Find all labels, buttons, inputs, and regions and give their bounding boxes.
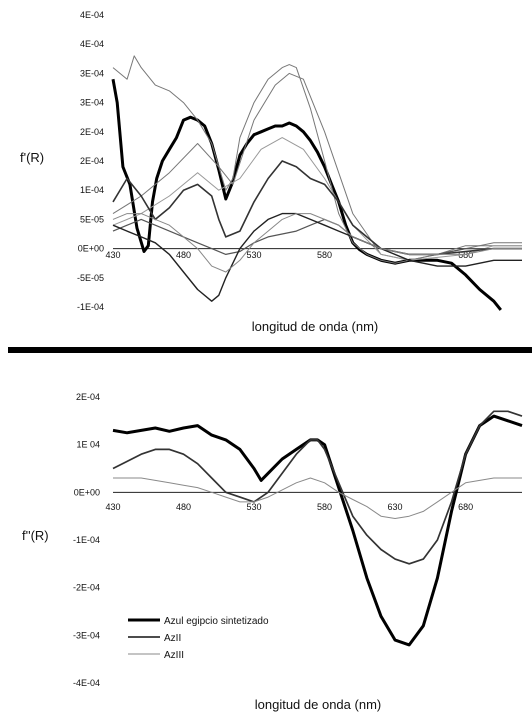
y-tick-label: -1E-04 — [77, 302, 104, 312]
y-tick-label: -5E-05 — [77, 273, 104, 283]
x-tick-label: 530 — [247, 502, 262, 512]
y-tick-label: 1E 04 — [76, 440, 100, 450]
x-tick-label: 480 — [176, 250, 191, 260]
series-line-2 — [112, 410, 523, 565]
y-tick-label: -4E-04 — [73, 678, 100, 688]
y-tick-label: 4E-04 — [80, 10, 104, 20]
series-line-5 — [112, 160, 522, 256]
series-line-7 — [112, 212, 522, 302]
top-chart: -1E-04 -5E-05 0E+00 5E-05 1E-04 2E-04 2E-04 3E-… — [20, 10, 522, 334]
y-tick-label: -1E-04 — [73, 535, 100, 545]
bottom-chart: -4E-04 -3E-04 -2E-04 -1E-04 0E+00 1E 04 2E-04 4… — [22, 392, 523, 712]
y-tick-label: 5E-05 — [80, 214, 104, 224]
series-line-8 — [112, 213, 522, 273]
x-tick-label: 430 — [105, 502, 120, 512]
y-tick-label: -2E-04 — [73, 583, 100, 593]
legend-label-2: AzII — [164, 633, 181, 644]
legend-label-1: Azul egipcio sintetizado — [164, 616, 269, 627]
legend-label-3: AzIII — [164, 650, 184, 661]
x-tick-label: 580 — [317, 502, 332, 512]
x-tick-label: 680 — [458, 250, 473, 260]
y-axis-label: f'(R) — [20, 150, 44, 165]
y-axis-label: f''(R) — [22, 528, 49, 543]
y-tick-label: 4E-04 — [80, 39, 104, 49]
y-tick-label: 0E+00 — [78, 244, 104, 254]
y-tick-label: 1E-04 — [80, 185, 104, 195]
y-tick-label: 0E+00 — [74, 487, 100, 497]
series-line-3 — [113, 477, 522, 519]
y-tick-label: 3E-04 — [80, 68, 104, 78]
series-line-3 — [112, 72, 522, 261]
x-tick-label: 430 — [105, 250, 120, 260]
y-tick-label: -3E-04 — [73, 630, 100, 640]
x-tick-label: 630 — [388, 502, 403, 512]
series-line-2 — [112, 55, 522, 264]
x-tick-label: 530 — [247, 250, 262, 260]
x-axis-label: longitud de onda (nm) — [255, 697, 381, 712]
y-tick-label: 3E-04 — [80, 98, 104, 108]
x-tick-label: 680 — [458, 502, 473, 512]
y-tick-label: 2E-04 — [80, 156, 104, 166]
x-tick-label: 480 — [176, 502, 191, 512]
series-line-4 — [112, 137, 522, 261]
x-tick-label: 580 — [317, 250, 332, 260]
y-tick-label: 2E-04 — [76, 392, 100, 402]
y-tick-label: 2E-04 — [80, 127, 104, 137]
x-axis-label: longitud de onda (nm) — [252, 319, 378, 334]
